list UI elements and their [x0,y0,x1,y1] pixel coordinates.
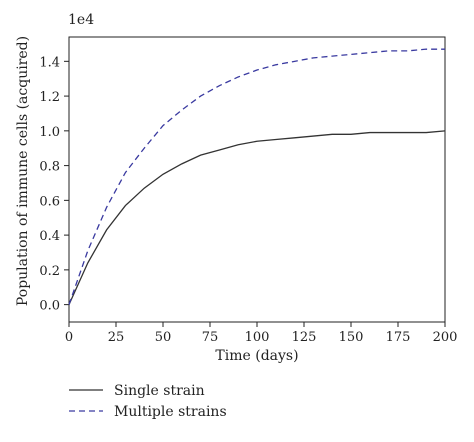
x-tick-label: 150 [339,330,364,345]
y-tick-label: 0.6 [39,194,60,209]
y-tick-label: 0.2 [39,264,60,279]
x-tick-label: 100 [245,330,270,345]
plot-frame [68,36,446,323]
y-tick-label: 0.8 [39,160,60,175]
x-tick-label: 25 [108,330,125,345]
x-tick-label: 75 [202,330,219,345]
series-line [68,48,445,305]
legend-label: Single strain [114,383,205,399]
y-tick-label: 1.4 [39,55,60,70]
x-tick-label: 175 [386,330,411,345]
y-offset-label: 1e4 [68,12,94,28]
y-tick-label: 1.0 [39,125,60,140]
y-tick-label: 1.2 [39,90,60,105]
x-tick-label: 0 [65,330,73,345]
x-tick-label: 50 [155,330,172,345]
y-axis-label: Population of immune cells (acquired) [15,36,31,306]
y-tick-label: 0.4 [39,229,60,244]
y-tick-label: 0.0 [39,299,60,314]
x-axis-label: Time (days) [215,348,298,364]
x-tick-label: 125 [292,330,317,345]
x-tick-label: 200 [433,330,458,345]
series-line [68,130,446,305]
legend-label: Multiple strains [114,404,227,420]
